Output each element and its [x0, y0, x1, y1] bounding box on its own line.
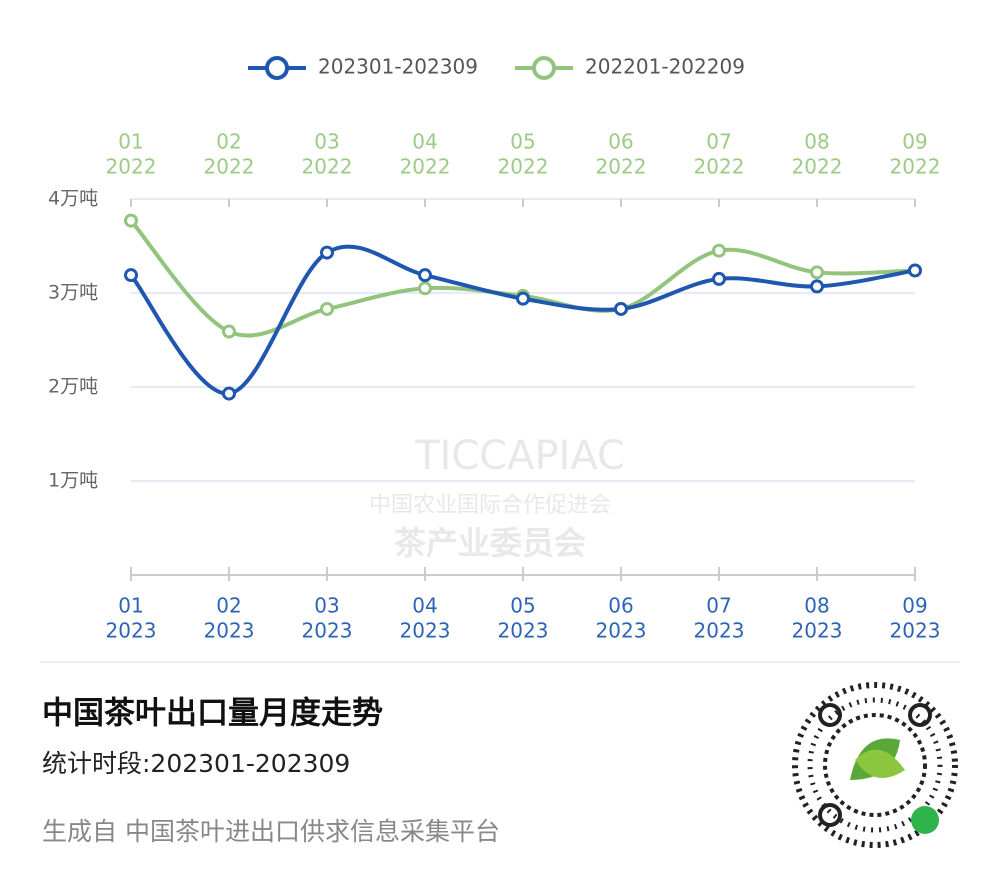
x-tick-label: 09 [902, 594, 927, 618]
y-tick-label: 1万吨 [48, 470, 98, 492]
x-tick-label: 03 [314, 594, 339, 618]
y-tick-label: 4万吨 [48, 188, 98, 210]
x-tick-label: 05 [510, 594, 535, 618]
point [320, 245, 334, 260]
point [712, 243, 726, 258]
footer-subtitle: 统计时段:202301-202309 [42, 749, 350, 778]
point [516, 291, 530, 306]
x-top-tick-label: 07 [706, 130, 731, 154]
x-top-tick-label: 08 [804, 130, 829, 154]
x-top-tick-label: 06 [608, 130, 633, 154]
point [124, 213, 138, 228]
x-tick-label: 2023 [400, 619, 451, 643]
x-top-tick-label: 2022 [106, 155, 157, 179]
y-tick-label: 2万吨 [48, 376, 98, 398]
x-top-tick-label: 01 [118, 130, 143, 154]
point [320, 301, 334, 316]
series-line [129, 219, 916, 338]
point [124, 268, 138, 283]
footer-source: 生成自 中国茶叶进出口供求信息采集平台 [42, 817, 500, 846]
x-top-tick-label: 2022 [596, 155, 647, 179]
x-top-tick-label: 05 [510, 130, 535, 154]
point [418, 281, 432, 296]
legend-marker [265, 56, 289, 80]
x-top-tick-label: 2022 [890, 155, 941, 179]
watermark: 中国农业国际合作促进会 [369, 493, 611, 518]
x-tick-label: 08 [804, 594, 829, 618]
legend-label: 202301-202309 [318, 55, 478, 79]
legend-marker [532, 56, 556, 80]
x-top-tick-label: 2022 [694, 155, 745, 179]
x-tick-label: 2023 [792, 619, 843, 643]
x-top-tick-label: 09 [902, 130, 927, 154]
x-top-tick-label: 02 [216, 130, 241, 154]
x-tick-label: 2023 [890, 619, 941, 643]
watermark: 茶产业委员会 [394, 524, 586, 562]
x-top-tick-label: 2022 [400, 155, 451, 179]
x-tick-label: 06 [608, 594, 633, 618]
series-line [129, 244, 916, 396]
x-tick-label: 02 [216, 594, 241, 618]
x-tick-label: 07 [706, 594, 731, 618]
x-tick-label: 2023 [694, 619, 745, 643]
x-top-tick-label: 2022 [204, 155, 255, 179]
point [712, 271, 726, 286]
x-tick-label: 2023 [204, 619, 255, 643]
x-top-tick-label: 03 [314, 130, 339, 154]
x-top-tick-label: 2022 [792, 155, 843, 179]
x-tick-label: 04 [412, 594, 437, 618]
x-tick-label: 2023 [302, 619, 353, 643]
legend-label: 202201-202209 [585, 55, 745, 79]
x-tick-label: 2023 [498, 619, 549, 643]
watermark: TICCAPIAC [414, 433, 625, 479]
point [222, 386, 236, 401]
y-tick-label: 3万吨 [48, 282, 98, 304]
x-tick-label: 2023 [596, 619, 647, 643]
point [418, 268, 432, 283]
point [810, 265, 824, 280]
footer-title: 中国茶叶出口量月度走势 [42, 696, 383, 732]
x-top-tick-label: 2022 [498, 155, 549, 179]
qr-code [792, 682, 958, 848]
x-tick-label: 01 [118, 594, 143, 618]
x-top-tick-label: 2022 [302, 155, 353, 179]
point [810, 279, 824, 294]
x-top-tick-label: 04 [412, 130, 437, 154]
point [614, 301, 628, 316]
point [908, 263, 922, 278]
x-tick-label: 2023 [106, 619, 157, 643]
point [222, 324, 236, 339]
